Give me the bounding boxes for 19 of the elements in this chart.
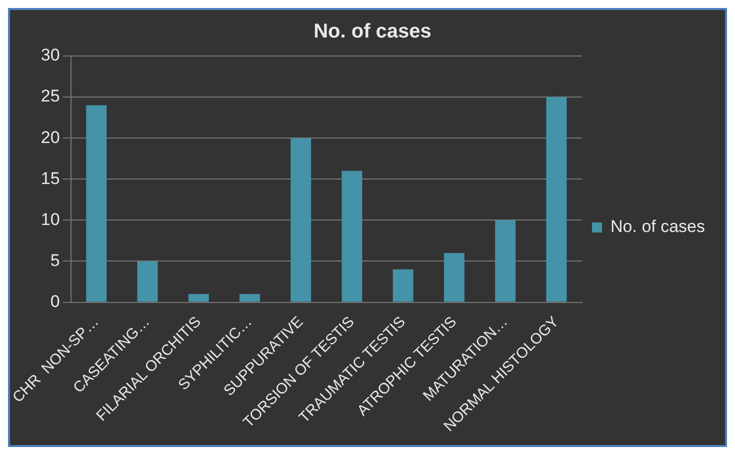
y-tick-label: 20 (40, 128, 60, 147)
y-tick-label: 15 (40, 168, 60, 188)
bar (342, 170, 362, 302)
legend-label: No. of cases (610, 217, 706, 236)
y-tick-label: 10 (40, 210, 60, 229)
y-tick-label: 30 (40, 46, 60, 65)
y-tick-label: 0 (50, 292, 60, 311)
bar (495, 220, 516, 302)
bar (290, 138, 312, 302)
bar (188, 294, 209, 302)
y-tick-label: 25 (40, 86, 60, 106)
bar (444, 253, 464, 302)
y-tick-label: 5 (50, 250, 60, 270)
bar (86, 105, 107, 302)
bar (392, 269, 414, 302)
bar (240, 294, 260, 302)
bar (546, 97, 567, 302)
chart-title: No. of cases (314, 20, 432, 43)
bar (137, 261, 158, 302)
